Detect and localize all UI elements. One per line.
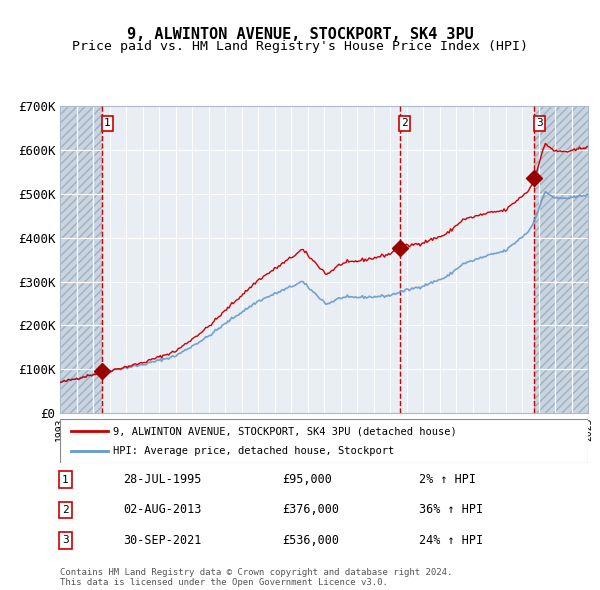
Text: 9, ALWINTON AVENUE, STOCKPORT, SK4 3PU: 9, ALWINTON AVENUE, STOCKPORT, SK4 3PU <box>127 27 473 41</box>
Text: 1: 1 <box>62 475 68 485</box>
Text: £95,000: £95,000 <box>282 473 332 486</box>
FancyBboxPatch shape <box>60 419 588 463</box>
Text: 2% ↑ HPI: 2% ↑ HPI <box>419 473 476 486</box>
Bar <box>534 106 588 413</box>
Text: Contains HM Land Registry data © Crown copyright and database right 2024.
This d: Contains HM Land Registry data © Crown c… <box>60 568 452 587</box>
Text: 3: 3 <box>62 535 68 545</box>
Bar <box>60 106 103 413</box>
Text: Price paid vs. HM Land Registry's House Price Index (HPI): Price paid vs. HM Land Registry's House … <box>72 40 528 53</box>
Text: 28-JUL-1995: 28-JUL-1995 <box>124 473 202 486</box>
Text: 36% ↑ HPI: 36% ↑ HPI <box>419 503 483 516</box>
Text: 24% ↑ HPI: 24% ↑ HPI <box>419 534 483 547</box>
Text: HPI: Average price, detached house, Stockport: HPI: Average price, detached house, Stoc… <box>113 446 394 455</box>
Text: £536,000: £536,000 <box>282 534 339 547</box>
Text: 02-AUG-2013: 02-AUG-2013 <box>124 503 202 516</box>
Text: 9, ALWINTON AVENUE, STOCKPORT, SK4 3PU (detached house): 9, ALWINTON AVENUE, STOCKPORT, SK4 3PU (… <box>113 427 457 436</box>
Text: 2: 2 <box>62 505 68 515</box>
Text: 1: 1 <box>104 119 111 129</box>
Text: 30-SEP-2021: 30-SEP-2021 <box>124 534 202 547</box>
Text: 3: 3 <box>536 119 542 129</box>
Text: 2: 2 <box>401 119 408 129</box>
Text: £376,000: £376,000 <box>282 503 339 516</box>
